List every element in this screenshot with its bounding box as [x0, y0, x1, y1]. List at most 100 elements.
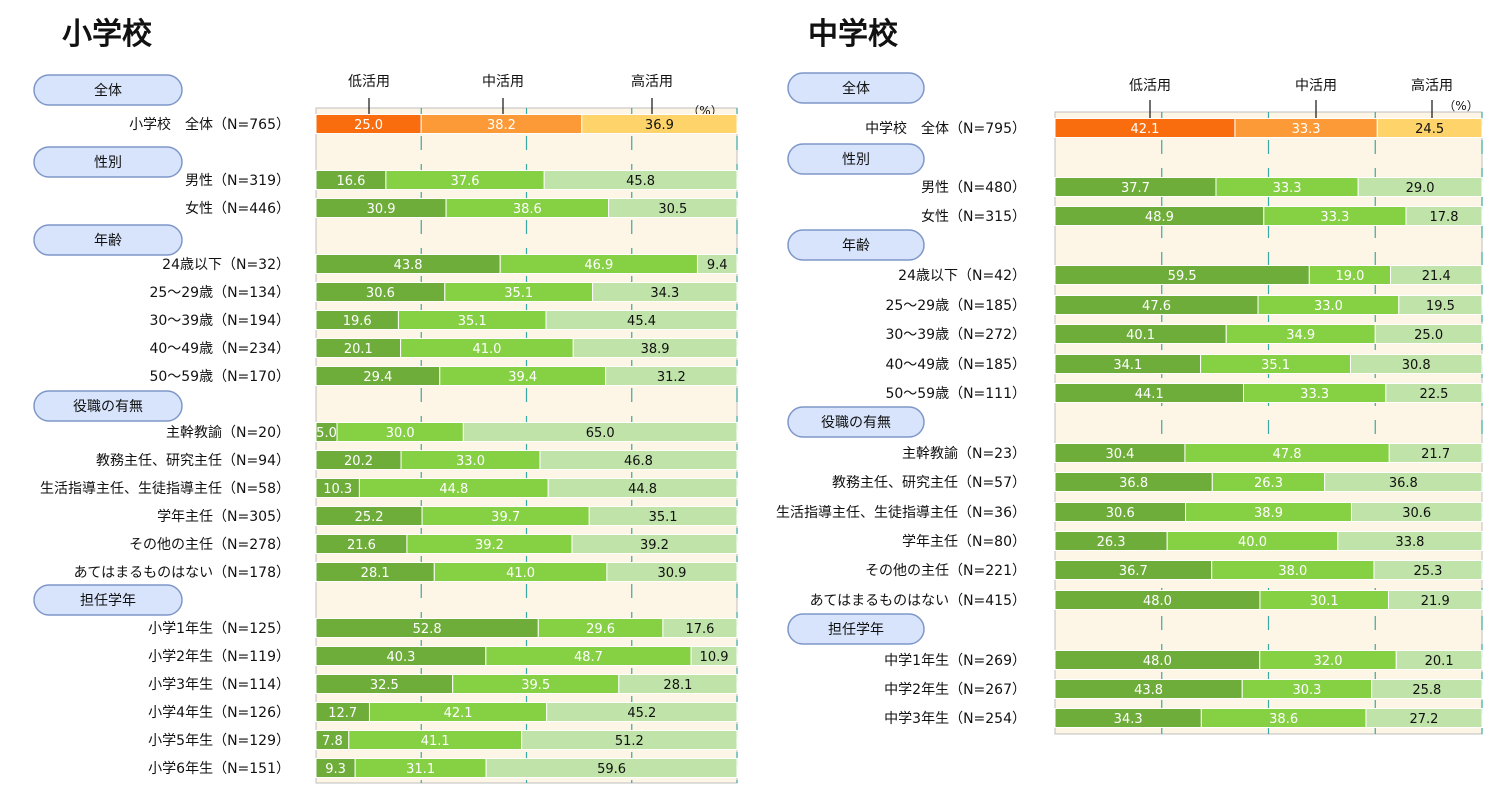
- value-label: 39.2: [475, 538, 504, 553]
- bar-segment: [690, 646, 738, 666]
- value-label: 28.1: [663, 678, 692, 693]
- value-label: 26.3: [1254, 476, 1283, 491]
- bar-segment: [462, 422, 738, 442]
- legend-label: 中活用: [482, 74, 524, 90]
- bar-segment: [1374, 324, 1483, 344]
- value-label: 44.1: [1135, 387, 1164, 402]
- value-label: 38.0: [1278, 564, 1307, 579]
- category-label: その他の主任（N=278）: [129, 537, 290, 553]
- value-label: 31.2: [657, 370, 686, 385]
- bar-segment: [1371, 679, 1483, 699]
- value-label: 21.7: [1421, 447, 1450, 462]
- value-label: 12.7: [328, 706, 357, 721]
- bar-segment: [588, 506, 738, 526]
- value-label: 35.1: [649, 510, 678, 525]
- value-label: 24.5: [1415, 122, 1444, 137]
- bar-segment: [545, 310, 738, 330]
- category-label: 小学1年生（N=125）: [148, 621, 290, 637]
- value-label: 40.0: [1238, 535, 1267, 550]
- value-label: 47.6: [1142, 299, 1171, 314]
- bar-segment: [1398, 295, 1483, 315]
- value-label: 20.1: [1425, 654, 1454, 669]
- category-label: 50～59歳（N=170）: [149, 369, 290, 385]
- category-label: 男性（N=319）: [185, 173, 290, 189]
- bar-segment: [608, 198, 738, 218]
- value-label: 10.3: [323, 482, 352, 497]
- bar-segment: [581, 114, 738, 134]
- bar-segment: [662, 618, 738, 638]
- bar-segment: [1350, 502, 1483, 522]
- section-pill: [33, 146, 183, 178]
- category-label: 教務主任、研究主任（N=57）: [832, 475, 1026, 491]
- category-label: 中学2年生（N=267）: [884, 682, 1026, 698]
- bar-segment: [606, 562, 738, 582]
- section-pill: [787, 229, 925, 261]
- value-label: 17.8: [1430, 210, 1459, 225]
- value-label: 22.5: [1419, 387, 1448, 402]
- value-label: 33.3: [1292, 122, 1321, 137]
- value-label: 48.0: [1143, 594, 1172, 609]
- legend-label: 高活用: [1411, 77, 1453, 94]
- category-label: 主幹教諭（N=20）: [166, 424, 290, 441]
- value-label: 36.9: [645, 118, 674, 133]
- value-label: 25.0: [354, 118, 383, 133]
- category-label: 25～29歳（N=185）: [885, 298, 1026, 314]
- value-label: 34.3: [1114, 712, 1143, 727]
- category-label: 生活指導主任、生徒指導主任（N=58）: [40, 481, 290, 497]
- value-label: 20.2: [344, 454, 373, 469]
- value-label: 41.0: [472, 342, 501, 357]
- value-label: 32.5: [370, 678, 399, 693]
- value-label: 59.5: [1168, 269, 1197, 284]
- value-label: 52.8: [413, 622, 442, 637]
- value-label: 26.3: [1097, 535, 1126, 550]
- bar-segment: [1365, 708, 1483, 728]
- category-label: 主幹教諭（N=23）: [902, 445, 1026, 462]
- legend-label: 中活用: [1295, 78, 1337, 94]
- value-label: 65.0: [586, 426, 615, 441]
- value-label: 30.6: [366, 286, 395, 301]
- section-pill: [787, 72, 925, 104]
- section-label: 全体: [94, 82, 122, 99]
- section-pill: [33, 224, 183, 256]
- value-label: 30.3: [1292, 683, 1321, 698]
- bar-segment: [547, 478, 738, 498]
- value-label: 45.4: [627, 314, 656, 329]
- section-label: 年齢: [94, 233, 122, 249]
- bar-segment: [1376, 118, 1483, 138]
- value-label: 33.0: [456, 454, 485, 469]
- value-label: 46.8: [624, 454, 653, 469]
- category-label: 小学校 全体（N=765）: [129, 116, 290, 133]
- legend-label: 低活用: [348, 74, 390, 90]
- category-label: 中学1年生（N=269）: [884, 653, 1026, 669]
- value-label: 16.6: [336, 174, 365, 189]
- value-label: 39.5: [521, 678, 550, 693]
- bar-segment: [605, 366, 738, 386]
- section-label: 担任学年: [828, 622, 884, 638]
- value-label: 39.2: [640, 538, 669, 553]
- legend-label: 高活用: [631, 73, 673, 90]
- value-label: 33.3: [1320, 210, 1349, 225]
- value-label: 32.0: [1314, 654, 1343, 669]
- value-label: 19.0: [1335, 269, 1364, 284]
- value-label: 35.1: [1261, 358, 1290, 373]
- value-label: 30.5: [658, 202, 687, 217]
- category-label: 24歳以下（N=32）: [162, 257, 290, 273]
- section-pill: [33, 584, 183, 616]
- category-label: 中学3年生（N=254）: [884, 711, 1026, 727]
- value-label: 19.6: [343, 314, 372, 329]
- chart-title: 小学校: [62, 17, 152, 52]
- category-label: 50～59歳（N=111）: [885, 386, 1026, 402]
- value-label: 9.3: [325, 762, 346, 777]
- value-label: 34.3: [650, 286, 679, 301]
- section-pill: [33, 74, 183, 106]
- category-label: 24歳以下（N=42）: [898, 268, 1026, 284]
- bar-segment: [1388, 443, 1483, 463]
- value-label: 21.6: [347, 538, 376, 553]
- category-label: 40～49歳（N=234）: [149, 341, 290, 357]
- value-label: 40.1: [1126, 328, 1155, 343]
- value-label: 44.8: [439, 482, 468, 497]
- value-label: 44.8: [628, 482, 657, 497]
- section-pill: [787, 143, 925, 175]
- value-label: 34.1: [1113, 358, 1142, 373]
- value-label: 30.1: [1310, 594, 1339, 609]
